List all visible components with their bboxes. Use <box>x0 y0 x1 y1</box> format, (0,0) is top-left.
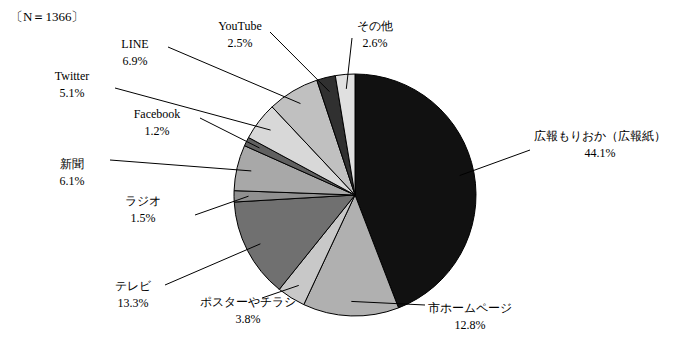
svg-text:YouTube: YouTube <box>218 19 262 33</box>
svg-text:Facebook: Facebook <box>134 107 181 121</box>
svg-text:1.5%: 1.5% <box>131 211 156 225</box>
svg-text:13.3%: 13.3% <box>118 296 149 310</box>
svg-text:市ホームページ: 市ホームページ <box>428 301 512 315</box>
svg-text:その他: その他 <box>357 19 393 33</box>
svg-text:広報もりおか（広報紙）: 広報もりおか（広報紙） <box>534 129 666 143</box>
svg-text:3.8%: 3.8% <box>236 312 261 326</box>
svg-text:LINE: LINE <box>121 37 148 51</box>
svg-text:Twitter: Twitter <box>55 69 89 83</box>
svg-text:ポスターやチラシ: ポスターやチラシ <box>200 295 296 309</box>
svg-text:6.1%: 6.1% <box>60 174 85 188</box>
svg-text:44.1%: 44.1% <box>585 146 616 160</box>
svg-text:5.1%: 5.1% <box>60 86 85 100</box>
svg-text:1.2%: 1.2% <box>145 124 170 138</box>
svg-text:6.9%: 6.9% <box>123 54 148 68</box>
svg-text:12.8%: 12.8% <box>455 318 486 332</box>
html-text:〔N＝1366〕: 〔N＝1366〕 <box>10 9 85 24</box>
svg-text:テレビ: テレビ <box>115 279 152 293</box>
svg-text:ラジオ: ラジオ <box>125 194 161 208</box>
svg-text:2.5%: 2.5% <box>228 36 253 50</box>
svg-text:新聞: 新聞 <box>60 157 84 171</box>
svg-text:2.6%: 2.6% <box>363 36 388 50</box>
